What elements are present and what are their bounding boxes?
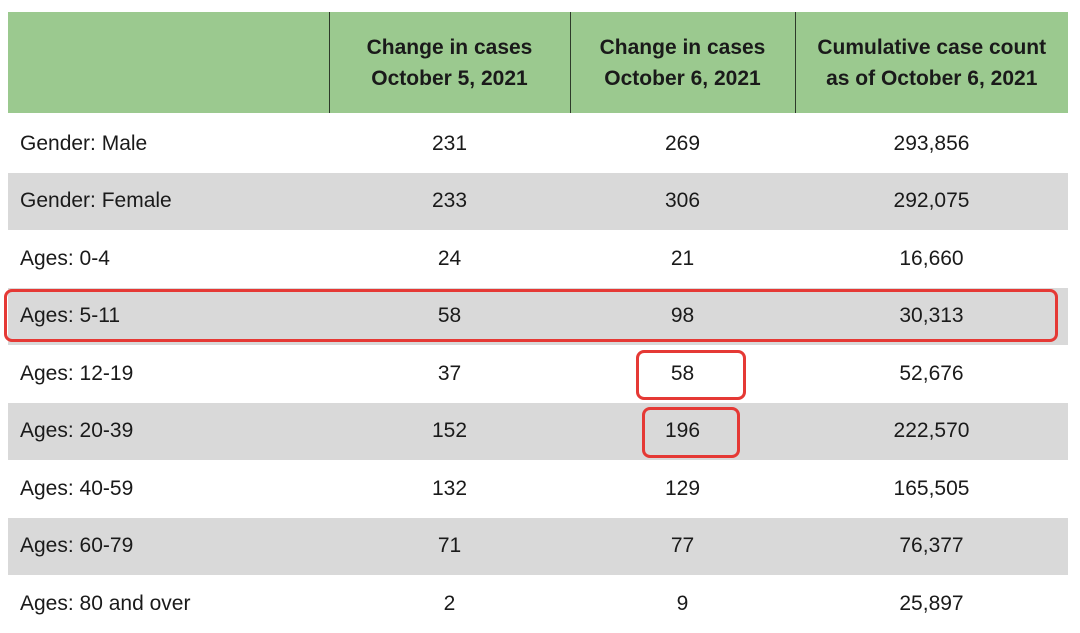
cell-oct6: 129 (570, 460, 795, 518)
cell-cumulative: 292,075 (795, 172, 1068, 230)
cell-oct5: 152 (329, 402, 570, 460)
header-oct5-line1: Change in cases (366, 35, 533, 59)
header-cumulative: Cumulative case count as of October 6, 2… (794, 12, 1068, 115)
table-row: Ages: 0-4 24 21 16,660 (8, 230, 1068, 288)
table-row: Gender: Female 233 306 292,075 (8, 172, 1068, 230)
row-label: Ages: 0-4 (8, 230, 329, 288)
header-cumulative-line1: Cumulative case count (817, 35, 1047, 59)
table-row: Gender: Male 231 269 293,856 (8, 114, 1068, 173)
cell-cumulative: 30,313 (795, 287, 1068, 345)
cell-cumulative: 52,676 (795, 345, 1068, 403)
row-label: Ages: 12-19 (8, 345, 329, 403)
table-row: Ages: 60-79 71 77 76,377 (8, 517, 1068, 575)
cell-oct6: 306 (570, 172, 795, 230)
header-cumulative-line2: as of October 6, 2021 (826, 66, 1038, 90)
cell-oct6: 58 (570, 345, 795, 403)
cell-cumulative: 25,897 (795, 575, 1068, 633)
table-body: Gender: Male 231 269 293,856 Gender: Fem… (8, 114, 1068, 633)
cell-oct5: 37 (329, 345, 570, 403)
row-label: Ages: 60-79 (8, 517, 329, 575)
row-label: Ages: 40-59 (8, 460, 329, 518)
case-table-container: Change in cases October 5, 2021 Change i… (8, 12, 1068, 633)
cell-oct5: 58 (329, 287, 570, 345)
table-header: Change in cases October 5, 2021 Change i… (8, 12, 1068, 115)
cell-oct5: 24 (329, 230, 570, 288)
cell-cumulative: 76,377 (795, 517, 1068, 575)
header-oct5-line2: October 5, 2021 (371, 66, 528, 90)
row-label: Ages: 5-11 (8, 287, 329, 345)
case-table: Change in cases October 5, 2021 Change i… (8, 12, 1068, 633)
table-row: Ages: 20-39 152 196 222,570 (8, 402, 1068, 460)
cell-oct6: 269 (570, 114, 795, 173)
cell-oct6: 196 (570, 402, 795, 460)
cell-cumulative: 222,570 (795, 402, 1068, 460)
cell-cumulative: 293,856 (795, 114, 1068, 173)
header-oct6-line1: Change in cases (599, 35, 766, 59)
table-row: Ages: 80 and over 2 9 25,897 (8, 575, 1068, 633)
cell-cumulative: 165,505 (795, 460, 1068, 518)
header-empty-cell (8, 12, 329, 115)
cell-oct6: 77 (570, 517, 795, 575)
row-label: Gender: Female (8, 172, 329, 230)
cell-cumulative: 16,660 (795, 230, 1068, 288)
cell-oct5: 231 (329, 114, 570, 173)
row-label: Ages: 80 and over (8, 575, 329, 633)
cell-oct5: 233 (329, 172, 570, 230)
table-row: Ages: 12-19 37 58 52,676 (8, 345, 1068, 403)
cell-oct5: 132 (329, 460, 570, 518)
header-row: Change in cases October 5, 2021 Change i… (8, 12, 1068, 115)
cell-oct6: 21 (570, 230, 795, 288)
cell-oct6: 9 (570, 575, 795, 633)
table-row: Ages: 5-11 58 98 30,313 (8, 287, 1068, 345)
header-oct6: Change in cases October 6, 2021 (569, 12, 795, 115)
row-label: Ages: 20-39 (8, 402, 329, 460)
header-oct5: Change in cases October 5, 2021 (328, 12, 570, 115)
cell-oct6: 98 (570, 287, 795, 345)
row-label: Gender: Male (8, 114, 329, 173)
cell-oct5: 2 (329, 575, 570, 633)
table-row: Ages: 40-59 132 129 165,505 (8, 460, 1068, 518)
cell-oct5: 71 (329, 517, 570, 575)
header-oct6-line2: October 6, 2021 (604, 66, 761, 90)
